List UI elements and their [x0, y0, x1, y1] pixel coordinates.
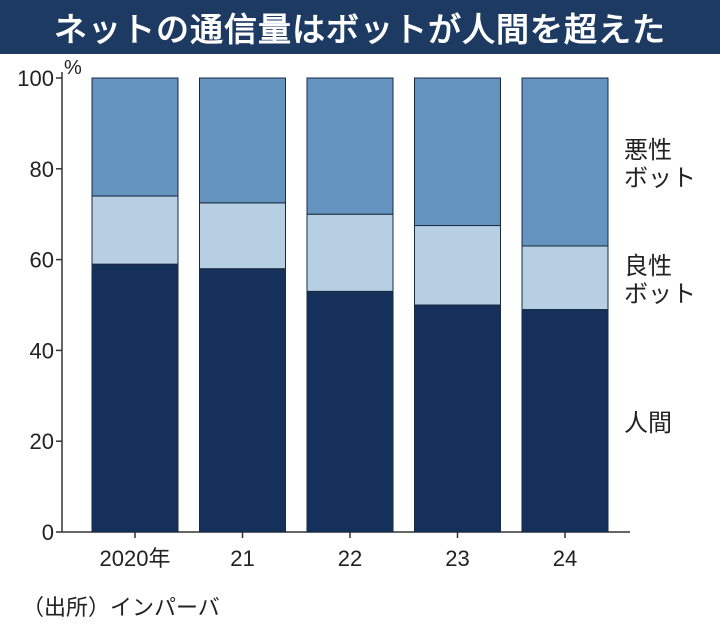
- chart-title-bar: ネットの通信量はボットが人間を超えた: [0, 0, 720, 54]
- source-note: （出所）インパーバ: [22, 596, 220, 621]
- series-label: 人間: [624, 409, 672, 437]
- x-tick-label: 22: [338, 546, 362, 571]
- y-tick-label: 0: [42, 520, 54, 545]
- series-label: ボット: [624, 280, 696, 308]
- bar-segment: [91, 77, 179, 197]
- bar-segment: [521, 77, 609, 247]
- y-tick-label: 40: [30, 338, 54, 363]
- bar-segment: [199, 202, 286, 270]
- bar-segment: [199, 268, 286, 533]
- y-tick-label: 20: [30, 429, 54, 454]
- y-unit-label: %: [64, 57, 82, 79]
- bars: [91, 77, 609, 533]
- y-tick-label: 100: [17, 66, 54, 91]
- bar-segment: [414, 77, 501, 227]
- y-tick-label: 60: [30, 248, 54, 273]
- bar-segment: [521, 245, 609, 311]
- series-label: 良性: [624, 252, 672, 280]
- bar-segment: [91, 195, 179, 265]
- chart-title: ネットの通信量はボットが人間を超えた: [54, 10, 666, 49]
- bar-segment: [414, 304, 501, 533]
- bar-segment: [521, 309, 609, 533]
- bar-segment: [306, 290, 394, 533]
- x-tick-label: 23: [445, 546, 469, 571]
- y-tick-label: 80: [30, 157, 54, 182]
- series-label: 悪性: [624, 136, 672, 164]
- x-tick-label: 2020年: [100, 546, 171, 571]
- bar-segment: [306, 213, 394, 292]
- bar-segment: [199, 77, 286, 204]
- bar-segment: [414, 225, 501, 306]
- series-label: ボット: [624, 164, 696, 192]
- x-tick-label: 21: [230, 546, 254, 571]
- bar-segment: [306, 77, 394, 215]
- bar-segment: [91, 263, 179, 533]
- x-tick-label: 24: [553, 546, 577, 571]
